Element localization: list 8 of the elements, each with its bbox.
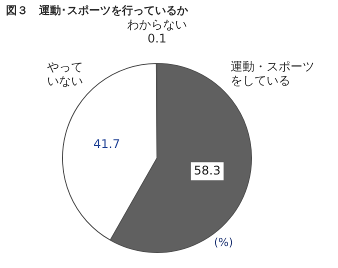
data-label: 41.7 [93,136,120,151]
data-label: 0.1 [147,32,167,46]
slice-label: わからない [127,18,187,32]
text: (%) [214,236,234,249]
slice-label: 運動・スポーツをしている [230,60,315,88]
chart-title: 図３ 運動･スポーツを行っているか [6,3,188,18]
slice-label: やっていない [46,60,83,88]
data-label: 58.3 [194,163,221,178]
